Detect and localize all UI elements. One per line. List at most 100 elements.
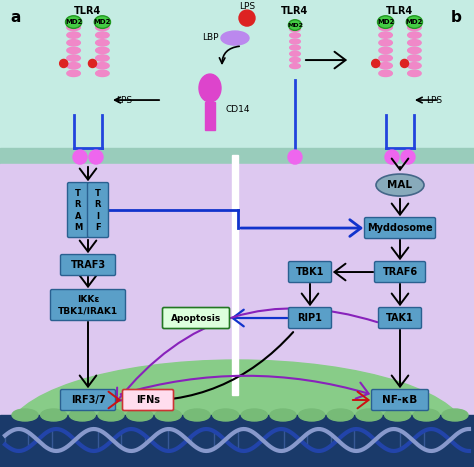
Ellipse shape <box>413 409 439 421</box>
FancyBboxPatch shape <box>122 389 173 410</box>
Text: a: a <box>10 10 20 25</box>
Ellipse shape <box>96 55 109 61</box>
FancyBboxPatch shape <box>365 218 436 239</box>
Circle shape <box>60 59 68 68</box>
Ellipse shape <box>379 32 392 38</box>
Ellipse shape <box>290 64 301 69</box>
Text: MD2: MD2 <box>287 22 303 28</box>
Ellipse shape <box>379 70 392 77</box>
Text: RIP1: RIP1 <box>298 313 322 323</box>
Ellipse shape <box>67 63 81 69</box>
FancyBboxPatch shape <box>289 262 331 283</box>
Ellipse shape <box>408 40 421 46</box>
Ellipse shape <box>221 31 249 45</box>
Text: NF-κB: NF-κB <box>383 395 418 405</box>
Text: IRF3/7: IRF3/7 <box>71 395 105 405</box>
FancyBboxPatch shape <box>67 183 89 238</box>
Ellipse shape <box>379 47 392 54</box>
Text: TLR4: TLR4 <box>74 6 101 16</box>
Ellipse shape <box>270 409 296 421</box>
Text: IFNs: IFNs <box>136 395 160 405</box>
Ellipse shape <box>96 70 109 77</box>
Ellipse shape <box>67 40 81 46</box>
Ellipse shape <box>299 409 325 421</box>
Ellipse shape <box>67 32 81 38</box>
Text: TLR4: TLR4 <box>386 6 414 16</box>
Text: LPS: LPS <box>239 2 255 11</box>
FancyBboxPatch shape <box>372 389 428 410</box>
Ellipse shape <box>213 409 239 421</box>
Text: Myddosome: Myddosome <box>367 223 433 233</box>
Ellipse shape <box>67 47 81 54</box>
Ellipse shape <box>96 47 109 54</box>
Ellipse shape <box>408 63 421 69</box>
Ellipse shape <box>408 24 421 31</box>
Circle shape <box>89 59 97 68</box>
Ellipse shape <box>379 40 392 46</box>
Ellipse shape <box>12 409 38 421</box>
Text: MD2: MD2 <box>94 19 111 25</box>
Ellipse shape <box>290 57 301 63</box>
Ellipse shape <box>96 24 109 31</box>
Circle shape <box>239 10 255 26</box>
Ellipse shape <box>69 409 95 421</box>
Bar <box>0 415 474 467</box>
FancyBboxPatch shape <box>61 255 116 276</box>
Ellipse shape <box>290 39 301 44</box>
Ellipse shape <box>377 16 394 28</box>
Circle shape <box>385 150 399 164</box>
Ellipse shape <box>96 40 109 46</box>
Text: MD2: MD2 <box>406 19 423 25</box>
Ellipse shape <box>379 24 392 31</box>
Ellipse shape <box>385 409 410 421</box>
Ellipse shape <box>408 32 421 38</box>
Text: CD14: CD14 <box>226 105 250 114</box>
Ellipse shape <box>96 63 109 69</box>
Text: b: b <box>451 10 462 25</box>
Ellipse shape <box>127 409 153 421</box>
Text: LBP: LBP <box>202 33 219 42</box>
Bar <box>0 164 474 419</box>
Circle shape <box>401 59 409 68</box>
Ellipse shape <box>7 360 467 467</box>
FancyBboxPatch shape <box>289 308 331 328</box>
Text: M: M <box>74 223 82 233</box>
Ellipse shape <box>67 70 81 77</box>
Bar <box>0 0 474 148</box>
Bar <box>0 148 474 164</box>
Text: IKKε: IKKε <box>77 296 99 304</box>
Bar <box>205 102 215 130</box>
Circle shape <box>89 150 103 164</box>
Ellipse shape <box>199 74 221 102</box>
Ellipse shape <box>67 24 81 31</box>
Text: TAK1: TAK1 <box>386 313 414 323</box>
Text: LPS: LPS <box>426 96 442 105</box>
Ellipse shape <box>65 16 82 28</box>
Ellipse shape <box>289 20 301 30</box>
Ellipse shape <box>67 55 81 61</box>
Text: I: I <box>97 212 100 221</box>
Text: TBK1/IRAK1: TBK1/IRAK1 <box>58 307 118 316</box>
Ellipse shape <box>328 409 353 421</box>
Ellipse shape <box>356 409 382 421</box>
Text: R: R <box>75 200 81 209</box>
Text: TRAF3: TRAF3 <box>71 260 106 270</box>
Text: TBK1: TBK1 <box>296 267 324 277</box>
Circle shape <box>372 59 380 68</box>
FancyBboxPatch shape <box>379 308 421 328</box>
Text: T: T <box>95 189 101 198</box>
Ellipse shape <box>41 409 67 421</box>
Ellipse shape <box>408 47 421 54</box>
FancyBboxPatch shape <box>51 290 126 320</box>
FancyBboxPatch shape <box>61 389 116 410</box>
Ellipse shape <box>379 55 392 61</box>
Ellipse shape <box>379 63 392 69</box>
Text: R: R <box>95 200 101 209</box>
Text: T: T <box>75 189 81 198</box>
Text: MD2: MD2 <box>377 19 394 25</box>
Ellipse shape <box>155 409 182 421</box>
Ellipse shape <box>290 45 301 50</box>
Ellipse shape <box>376 174 424 196</box>
Ellipse shape <box>290 33 301 38</box>
Text: TRAF6: TRAF6 <box>383 267 418 277</box>
